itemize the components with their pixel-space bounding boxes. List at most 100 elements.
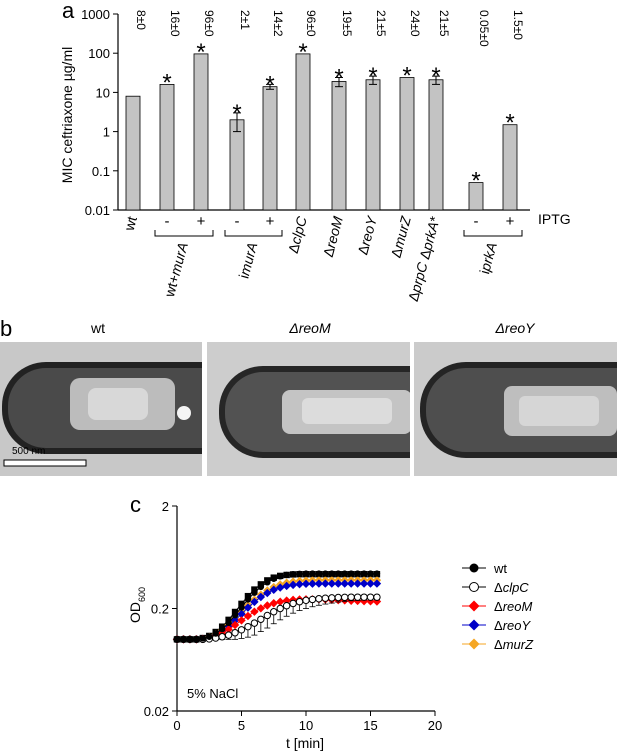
data-point <box>218 633 226 641</box>
bar <box>262 86 278 211</box>
bar <box>502 124 518 211</box>
legend-label: ΔmurZ <box>494 637 534 652</box>
data-point <box>366 579 375 588</box>
legend-label: ΔclpC <box>494 580 529 595</box>
data-point <box>231 612 239 619</box>
data-point <box>224 631 233 639</box>
bar-tick-label: ΔmurZ <box>388 214 414 259</box>
data-point <box>314 579 324 588</box>
panel-c-ylabel: OD600 <box>127 587 147 623</box>
bar <box>229 119 245 211</box>
data-point <box>296 570 303 578</box>
data-point <box>243 603 253 612</box>
bar <box>428 79 444 211</box>
data-point <box>269 585 278 595</box>
bar-value-label: 2±1 <box>238 10 252 30</box>
data-point <box>295 598 304 606</box>
bar <box>295 53 311 211</box>
data-point <box>353 579 362 588</box>
data-point <box>360 570 368 577</box>
tem-label-reom: ΔreoM <box>289 320 331 336</box>
data-point <box>308 595 317 604</box>
data-point <box>193 636 200 643</box>
legend-marker <box>468 619 480 631</box>
data-point <box>244 622 252 631</box>
bar-value-label: 14±2 <box>271 10 285 37</box>
data-point <box>340 579 349 588</box>
data-point <box>366 597 375 606</box>
data-point <box>315 595 323 603</box>
group-bracket <box>224 230 283 237</box>
data-point <box>257 583 265 591</box>
significance-star: * <box>368 63 377 90</box>
iptg-label: IPTG <box>538 211 571 227</box>
panel-b-label: b <box>0 316 13 341</box>
bar-value-label: 24±0 <box>408 10 422 37</box>
data-point <box>366 593 375 601</box>
data-point <box>373 570 381 577</box>
significance-star: * <box>334 64 343 91</box>
bar-tick-label: wt <box>121 215 140 234</box>
bar-value-label: 96±0 <box>202 10 216 37</box>
bar <box>193 53 209 211</box>
data-point <box>206 633 213 640</box>
tem-image-reom <box>207 342 410 476</box>
panel-a-label: a <box>62 0 75 23</box>
panel-a-ytick-label: 0.01 <box>85 203 110 218</box>
data-point <box>360 593 368 601</box>
tem-image-reoy <box>414 342 617 476</box>
data-point <box>308 579 317 588</box>
significance-star: * <box>265 71 274 98</box>
data-point <box>243 611 253 621</box>
panel-c-ytick-label: 0.02 <box>144 704 169 719</box>
panel-c-ytick-label: 2 <box>162 499 169 514</box>
data-point <box>231 629 239 637</box>
significance-star: * <box>402 62 411 89</box>
bar <box>399 77 415 211</box>
iptg-tick-label: - <box>165 213 170 230</box>
data-point <box>218 625 226 633</box>
data-point <box>282 596 291 605</box>
bar-tick-label: ΔreoM <box>320 214 346 258</box>
data-point <box>244 592 252 600</box>
panel-a-ytick-label: 100 <box>88 46 110 61</box>
data-point <box>309 570 316 577</box>
data-point <box>335 570 342 577</box>
data-point <box>263 601 272 610</box>
data-point <box>251 589 258 596</box>
bar-value-label: 8±0 <box>134 10 148 30</box>
legend-marker <box>468 638 480 650</box>
data-point <box>237 626 246 634</box>
data-point <box>212 630 219 637</box>
series-3 <box>172 579 382 644</box>
iptg-tick-label: - <box>235 213 240 230</box>
bar <box>365 79 381 211</box>
data-point <box>373 593 381 601</box>
panel-a-ylabel: MIC ceftriaxone µg/ml <box>59 47 75 183</box>
bar-value-label: 16±0 <box>168 10 182 37</box>
nacl-annotation: 5% NaCl <box>187 686 238 701</box>
data-point <box>353 593 362 601</box>
panel-a-ytick-label: 1 <box>103 125 110 140</box>
tem-label-wt: wt <box>91 320 105 336</box>
data-point <box>257 615 265 623</box>
panel-c-xtick-label: 15 <box>363 718 377 733</box>
data-point <box>347 593 355 601</box>
data-point <box>367 570 374 577</box>
tem-image-wt: 500 nm <box>0 342 202 476</box>
data-point <box>173 636 181 643</box>
bar-tick-label: ΔreoY <box>354 213 380 256</box>
legend-label: ΔreoM <box>494 599 532 614</box>
data-point <box>322 570 329 577</box>
significance-star: * <box>505 110 514 137</box>
data-point <box>282 601 291 610</box>
data-point <box>244 596 252 603</box>
data-point <box>277 573 284 580</box>
significance-star: * <box>162 69 171 96</box>
data-point <box>302 596 310 605</box>
panel-c-chart: c OD600 t [min] 5% NaCl 0 5 10 15 20 0.02 0.2 2… <box>127 492 534 751</box>
bar-tick-label: ΔprpC ΔprkA* <box>405 214 443 303</box>
data-point <box>289 571 297 578</box>
bar-value-label: 21±5 <box>374 10 388 37</box>
data-point <box>295 580 304 589</box>
